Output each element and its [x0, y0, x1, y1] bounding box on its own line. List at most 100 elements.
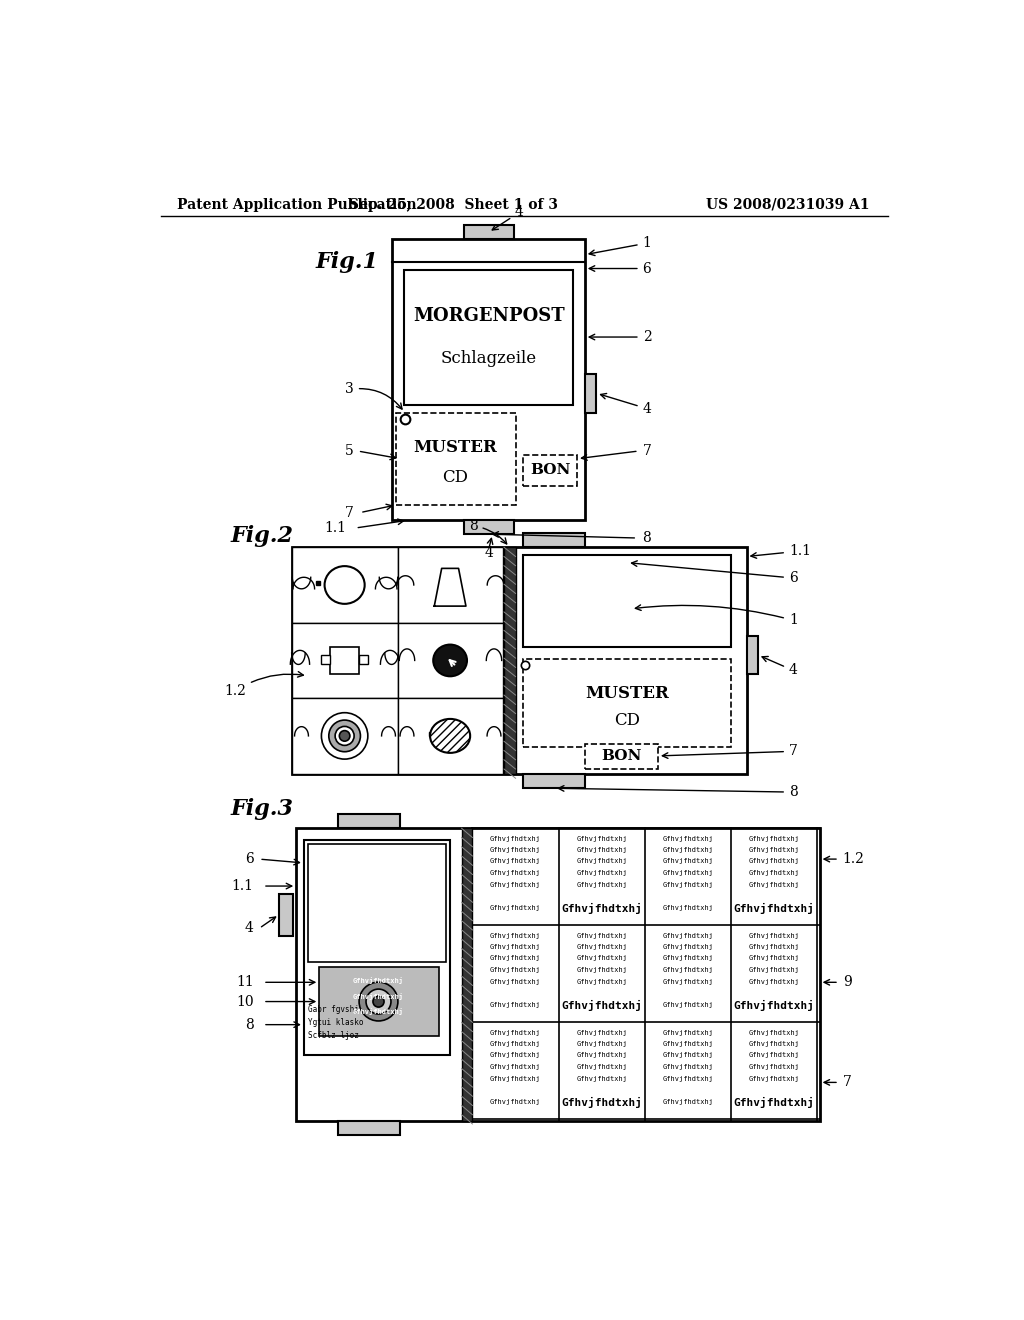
Text: 8: 8 — [469, 519, 507, 544]
Text: 7: 7 — [843, 1076, 852, 1089]
Text: Gfhvjfhdtxhj: Gfhvjfhdtxhj — [577, 1030, 628, 1036]
Text: BON: BON — [530, 463, 570, 478]
Text: Gfhvjfhdtxhj: Gfhvjfhdtxhj — [577, 954, 628, 961]
Text: 1.2: 1.2 — [224, 672, 303, 698]
Text: Gfhvjfhdtxhj: Gfhvjfhdtxhj — [663, 858, 714, 863]
Text: 7: 7 — [663, 744, 798, 759]
Text: Gfhvjfhdtxhj: Gfhvjfhdtxhj — [749, 1052, 800, 1057]
Text: Gfhvjfhdtxhj: Gfhvjfhdtxhj — [577, 1076, 628, 1082]
Polygon shape — [434, 569, 466, 606]
Text: Gfhvjfhdtxhj: Gfhvjfhdtxhj — [490, 1076, 541, 1082]
Text: Gfhvjfhdtxhj: Gfhvjfhdtxhj — [663, 847, 714, 853]
Text: Gfhvjfhdtxhj: Gfhvjfhdtxhj — [749, 968, 800, 973]
Text: Gfhvjfhdtxhj: Gfhvjfhdtxhj — [663, 1076, 714, 1082]
Text: Gfhvjfhdtxhj: Gfhvjfhdtxhj — [490, 847, 541, 853]
Text: 1.1: 1.1 — [325, 521, 346, 535]
Bar — [523, 455, 578, 486]
Text: 7: 7 — [643, 444, 651, 458]
Text: 5: 5 — [345, 444, 354, 458]
Text: 4: 4 — [484, 546, 493, 561]
Text: Gfhvjfhdtxhj: Gfhvjfhdtxhj — [734, 999, 815, 1011]
Text: Gfhvjfhdtxhj: Gfhvjfhdtxhj — [663, 954, 714, 961]
Text: Gfhvjfhdtxhj: Gfhvjfhdtxhj — [663, 836, 714, 842]
Text: Gfhvjfhdtxhj: Gfhvjfhdtxhj — [490, 944, 541, 950]
Text: BON: BON — [601, 748, 641, 763]
Text: Gfhvjfhdtxhj: Gfhvjfhdtxhj — [490, 1030, 541, 1036]
Text: Gfhvjfhdtxhj: Gfhvjfhdtxhj — [490, 1041, 541, 1047]
Bar — [339, 1121, 400, 1135]
Text: Gabr fgvshj: Gabr fgvshj — [307, 1005, 358, 1014]
Bar — [585, 374, 596, 412]
Text: 1.2: 1.2 — [843, 853, 864, 866]
Bar — [523, 554, 731, 647]
Text: Gfhvjfhdtxhj: Gfhvjfhdtxhj — [577, 1064, 628, 1071]
Bar — [585, 743, 658, 770]
Text: Gfhvjfhdtxhj: Gfhvjfhdtxhj — [749, 1041, 800, 1047]
Text: 1: 1 — [635, 605, 798, 627]
Bar — [307, 843, 446, 962]
Circle shape — [373, 997, 384, 1007]
Text: Gfhvjfhdtxhj: Gfhvjfhdtxhj — [490, 836, 541, 842]
Bar — [464, 226, 514, 239]
Text: Gfhvjfhdtxhj: Gfhvjfhdtxhj — [663, 906, 714, 911]
Text: CD: CD — [614, 711, 640, 729]
Text: Gfhvjfhdtxhj: Gfhvjfhdtxhj — [663, 944, 714, 950]
Text: Gfhvjfhdtxhj: Gfhvjfhdtxhj — [490, 870, 541, 876]
Text: MUSTER: MUSTER — [586, 685, 669, 702]
Bar — [392, 239, 585, 520]
Text: 4: 4 — [600, 393, 651, 416]
Text: Sep. 25, 2008  Sheet 1 of 3: Sep. 25, 2008 Sheet 1 of 3 — [349, 198, 558, 211]
Text: Gfhvjfhdtxhj: Gfhvjfhdtxhj — [490, 954, 541, 961]
Bar — [464, 520, 514, 535]
Text: Gfhvjfhdtxhj: Gfhvjfhdtxhj — [749, 944, 800, 950]
Text: 7: 7 — [345, 506, 354, 520]
Text: 11: 11 — [236, 975, 254, 989]
Text: Gfhvjfhdtxhj: Gfhvjfhdtxhj — [663, 968, 714, 973]
Bar — [280, 894, 293, 936]
Text: Gfhvjfhdtxhj: Gfhvjfhdtxhj — [663, 882, 714, 888]
Text: Gfhvjfhdtxhj: Gfhvjfhdtxhj — [577, 1052, 628, 1057]
Text: Ygtui klasko: Ygtui klasko — [307, 1018, 364, 1027]
Text: Gfhvjfhdtxhj: Gfhvjfhdtxhj — [749, 933, 800, 939]
Ellipse shape — [325, 566, 365, 603]
Text: Gfhvjfhdtxhj: Gfhvjfhdtxhj — [749, 847, 800, 853]
Bar — [504, 548, 515, 775]
Circle shape — [329, 721, 360, 751]
Text: Gfhvjfhdtxhj: Gfhvjfhdtxhj — [577, 1041, 628, 1047]
Text: 6: 6 — [245, 853, 254, 866]
Text: Gfhvjfhdtxhj: Gfhvjfhdtxhj — [749, 870, 800, 876]
Text: Gfhvjfhdtxhj: Gfhvjfhdtxhj — [663, 933, 714, 939]
Text: 1.1: 1.1 — [751, 544, 811, 558]
Text: Patent Application Publication: Patent Application Publication — [177, 198, 417, 211]
Text: 4: 4 — [493, 206, 524, 230]
Bar — [462, 829, 472, 1121]
Circle shape — [339, 731, 350, 741]
Bar — [319, 966, 438, 1036]
Text: Gfhvjfhdtxhj: Gfhvjfhdtxhj — [749, 882, 800, 888]
Text: Scfblz ljoz: Scfblz ljoz — [307, 1031, 358, 1040]
Circle shape — [359, 982, 398, 1020]
Text: Gfhvjfhdtxhj: Gfhvjfhdtxhj — [490, 1002, 541, 1008]
Text: 1.1: 1.1 — [231, 879, 254, 894]
Text: Gfhvjfhdtxhj: Gfhvjfhdtxhj — [577, 836, 628, 842]
Bar — [292, 698, 397, 774]
Text: Gfhvjfhdtxhj: Gfhvjfhdtxhj — [353, 993, 404, 999]
Text: Gfhvjfhdtxhj: Gfhvjfhdtxhj — [663, 1064, 714, 1071]
Text: 3: 3 — [345, 383, 402, 409]
Bar — [359, 655, 368, 664]
Text: 2: 2 — [589, 330, 651, 345]
Text: Gfhvjfhdtxhj: Gfhvjfhdtxhj — [490, 968, 541, 973]
Text: Gfhvjfhdtxhj: Gfhvjfhdtxhj — [577, 858, 628, 863]
Circle shape — [322, 713, 368, 759]
Text: Gfhvjfhdtxhj: Gfhvjfhdtxhj — [490, 882, 541, 888]
Text: Fig.2: Fig.2 — [230, 525, 294, 546]
Text: Gfhvjfhdtxhj: Gfhvjfhdtxhj — [749, 1064, 800, 1071]
Text: Gfhvjfhdtxhj: Gfhvjfhdtxhj — [749, 1076, 800, 1082]
Bar — [403, 271, 573, 405]
Text: Gfhvjfhdtxhj: Gfhvjfhdtxhj — [490, 979, 541, 985]
Text: Gfhvjfhdtxhj: Gfhvjfhdtxhj — [577, 882, 628, 888]
Text: Gfhvjfhdtxhj: Gfhvjfhdtxhj — [749, 836, 800, 842]
Text: Gfhvjfhdtxhj: Gfhvjfhdtxhj — [490, 933, 541, 939]
Text: Gfhvjfhdtxhj: Gfhvjfhdtxhj — [561, 999, 642, 1011]
Bar — [396, 413, 515, 506]
